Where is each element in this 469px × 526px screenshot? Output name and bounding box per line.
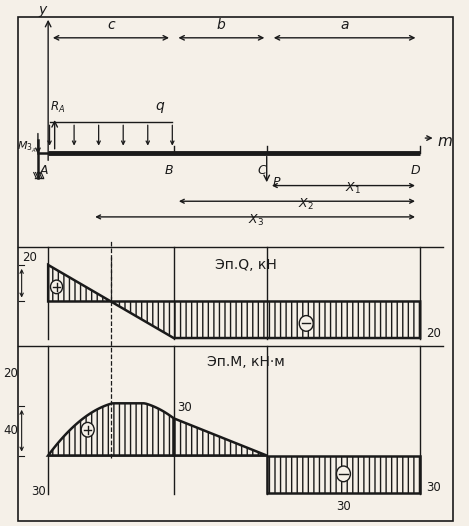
Text: y: y <box>38 3 46 17</box>
Text: 20: 20 <box>23 251 38 264</box>
Text: b: b <box>217 17 226 32</box>
Polygon shape <box>48 403 174 456</box>
Text: $m$: $m$ <box>437 134 453 149</box>
Circle shape <box>336 466 350 482</box>
Text: 30: 30 <box>426 481 440 494</box>
Text: A: A <box>39 164 48 177</box>
Text: D: D <box>411 164 420 177</box>
Text: 20: 20 <box>426 327 441 340</box>
Circle shape <box>51 280 62 294</box>
Text: C: C <box>257 164 266 177</box>
Polygon shape <box>111 301 420 338</box>
Text: Эп.Q, кН: Эп.Q, кН <box>215 258 277 272</box>
Text: $X_2$: $X_2$ <box>298 197 314 212</box>
Text: a: a <box>340 17 349 32</box>
Polygon shape <box>174 418 267 456</box>
Circle shape <box>81 422 94 437</box>
Text: 30: 30 <box>31 484 46 498</box>
Text: $M_{3_A}$: $M_{3_A}$ <box>16 140 37 155</box>
Text: 20: 20 <box>3 367 18 380</box>
Text: $R_A$: $R_A$ <box>50 100 65 115</box>
Text: $X_1$: $X_1$ <box>345 181 361 197</box>
Text: 30: 30 <box>177 401 192 414</box>
Circle shape <box>299 316 313 331</box>
Polygon shape <box>267 456 420 493</box>
Text: c: c <box>107 17 115 32</box>
Polygon shape <box>48 265 111 301</box>
Text: P: P <box>272 176 280 189</box>
Text: Эп.М, кН·м: Эп.М, кН·м <box>207 355 285 369</box>
Text: q: q <box>155 99 164 113</box>
Text: 40: 40 <box>3 424 18 437</box>
Text: 30: 30 <box>336 500 351 513</box>
Text: B: B <box>165 164 174 177</box>
Text: $X_3$: $X_3$ <box>248 213 264 228</box>
